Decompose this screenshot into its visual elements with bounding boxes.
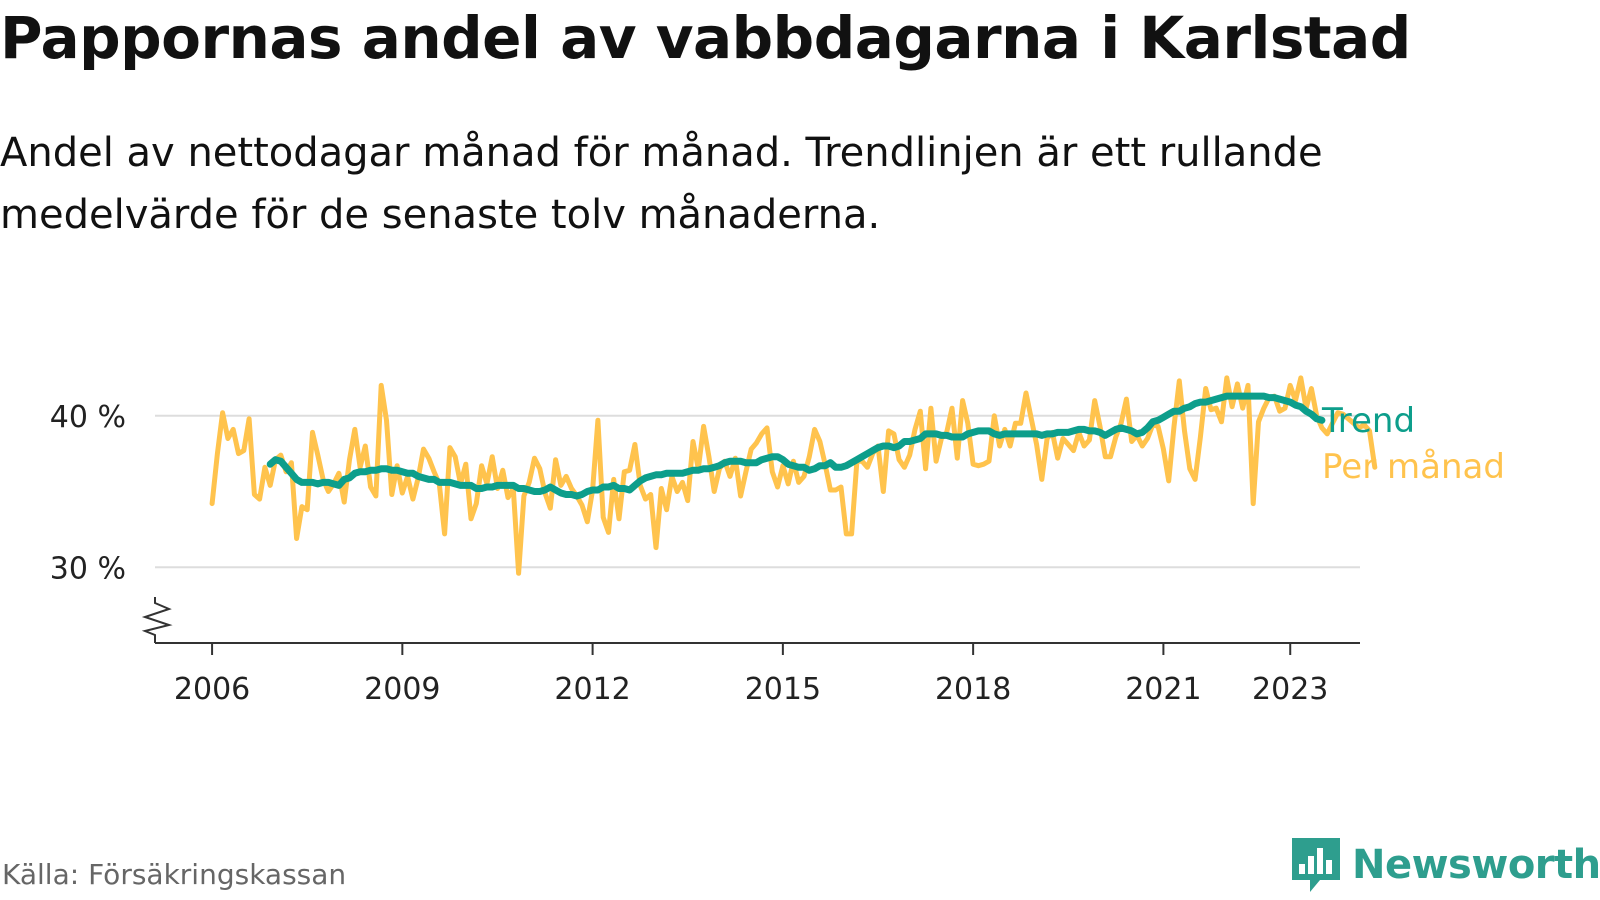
axes: 30 % 40 % 2006 2009 2012 2015 2018 2021 2023 [50,400,1360,707]
y-tick-label: 30 % [50,551,126,586]
brand-logo: Newsworthy [1290,836,1600,894]
chart-subtitle: Andel av nettodagar månad för månad. Tre… [0,130,1323,238]
y-tick-label: 40 % [50,400,126,435]
x-tick-label: 2023 [1252,672,1328,707]
x-tick-label: 2006 [174,672,250,707]
x-tick-label: 2009 [364,672,440,707]
bar-chart-speech-bubble-icon [1292,838,1340,892]
brand-name: Newsworthy [1352,842,1600,888]
line-chart: 30 % 40 % 2006 2009 2012 2015 2018 2021 2023 Per… [50,375,1505,707]
legend-label-per-manad: Per månad [1322,447,1505,487]
series [209,375,1378,576]
x-tick-label: 2015 [745,672,821,707]
chart-title: Pappornas andel av vabbdagarna i Karlsta… [0,4,1411,72]
legend: Per månad Trend [1321,401,1505,487]
x-tick-label: 2018 [935,672,1011,707]
series-line-trend [266,392,1326,500]
x-tick-label: 2021 [1125,672,1201,707]
series-line-per-manad [209,375,1378,576]
y-axis-break [141,597,173,643]
x-tick-label: 2012 [554,672,630,707]
legend-label-trend: Trend [1321,401,1415,441]
source-note: Källa: Försäkringskassan [2,858,347,891]
